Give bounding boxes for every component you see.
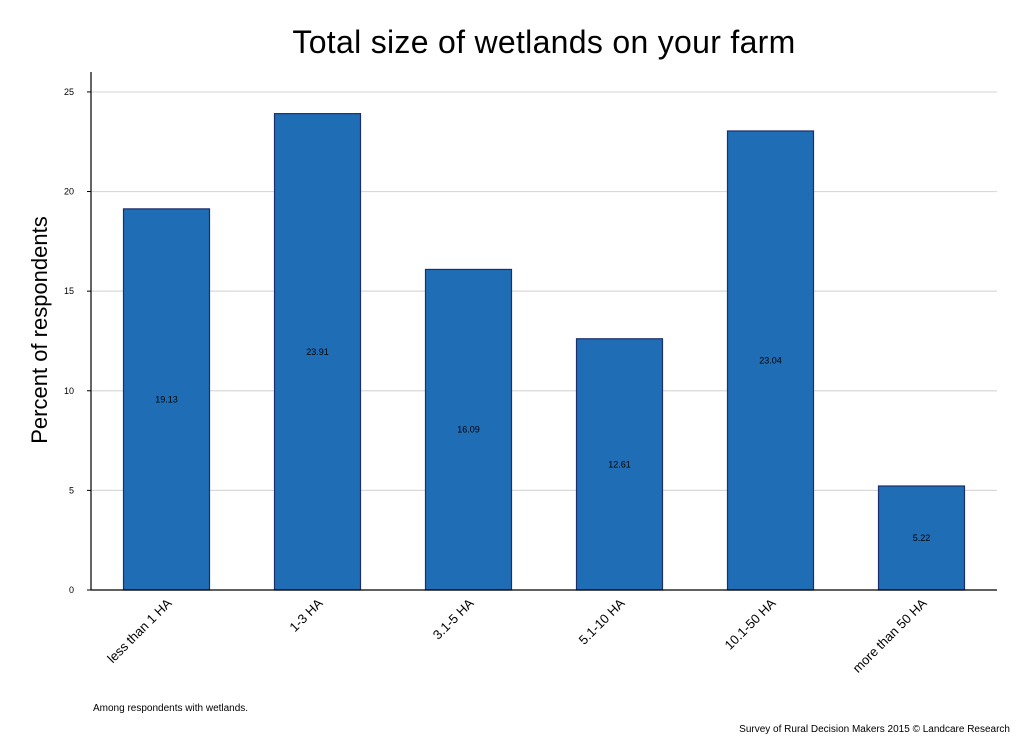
y-tick-label: 5 xyxy=(69,485,74,495)
x-tick-label: more than 50 HA xyxy=(850,595,930,675)
axes xyxy=(87,72,997,591)
x-tick-label: 1-3 HA xyxy=(286,595,325,634)
y-tick-label: 25 xyxy=(64,87,74,97)
chart-title: Total size of wetlands on your farm xyxy=(292,24,796,60)
bar xyxy=(726,130,815,591)
y-tick-label: 20 xyxy=(64,187,74,197)
y-tick-label: 0 xyxy=(69,585,74,595)
bar-value-label: 5.22 xyxy=(913,533,931,543)
bar xyxy=(122,208,211,591)
bar xyxy=(424,268,513,591)
bar-value-label: 19.13 xyxy=(155,394,178,404)
x-tick-label: less than 1 HA xyxy=(104,595,175,666)
x-tick-label: 3.1-5 HA xyxy=(430,595,477,642)
source-credit: Survey of Rural Decision Makers 2015 © L… xyxy=(739,724,1010,735)
bar xyxy=(877,485,966,591)
y-tick-label: 15 xyxy=(64,286,74,296)
bar-value-label: 23.04 xyxy=(759,355,782,365)
bar xyxy=(575,338,664,591)
bar-value-label: 16.09 xyxy=(457,425,480,435)
gridlines xyxy=(91,91,997,491)
x-tick-label: 10.1-50 HA xyxy=(722,595,779,652)
x-tick-label: 5.1-10 HA xyxy=(576,595,628,647)
bar-value-label: 12.61 xyxy=(608,459,631,469)
bar-value-label: 23.91 xyxy=(306,347,329,357)
footnote: Among respondents with wetlands. xyxy=(93,703,249,714)
bars xyxy=(122,113,966,591)
bar xyxy=(273,113,362,591)
y-tick-label: 10 xyxy=(64,386,74,396)
